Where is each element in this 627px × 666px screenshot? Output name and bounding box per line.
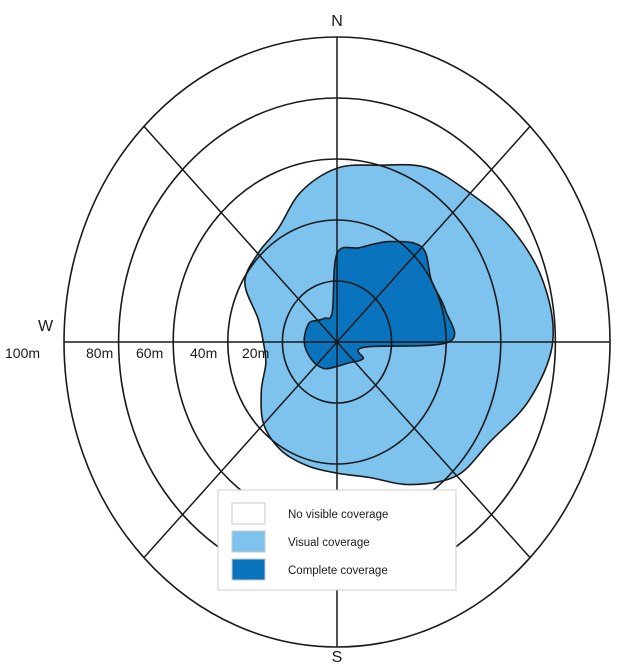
legend-swatch-complete: [231, 558, 266, 581]
tick-label-20m: 20m: [242, 345, 269, 361]
south-label: S: [332, 649, 343, 666]
tick-label-60m: 60m: [136, 345, 163, 361]
coverage-zones: [243, 163, 554, 486]
tick-label-80m: 80m: [86, 345, 113, 361]
legend-label-complete: Complete coverage: [288, 565, 388, 577]
tick-label-40m: 40m: [190, 345, 217, 361]
radial-tick-labels: 100m 80m 60m 40m 20m: [5, 345, 269, 361]
north-label: N: [331, 13, 343, 30]
west-label: W: [38, 318, 54, 335]
tick-label-100m: 100m: [5, 345, 40, 361]
spoke-315deg: [143, 125, 338, 343]
legend-label-visual: Visual coverage: [288, 537, 370, 549]
legend: No visible coverage Visual coverage Comp…: [217, 489, 457, 591]
spoke-135deg: [336, 341, 531, 559]
spoke-225deg: [143, 341, 338, 559]
legend-label-no-visible: No visible coverage: [288, 509, 388, 521]
spoke-45deg: [336, 125, 531, 343]
legend-swatch-visual: [231, 530, 266, 553]
legend-swatch-no-visible: [231, 502, 266, 525]
